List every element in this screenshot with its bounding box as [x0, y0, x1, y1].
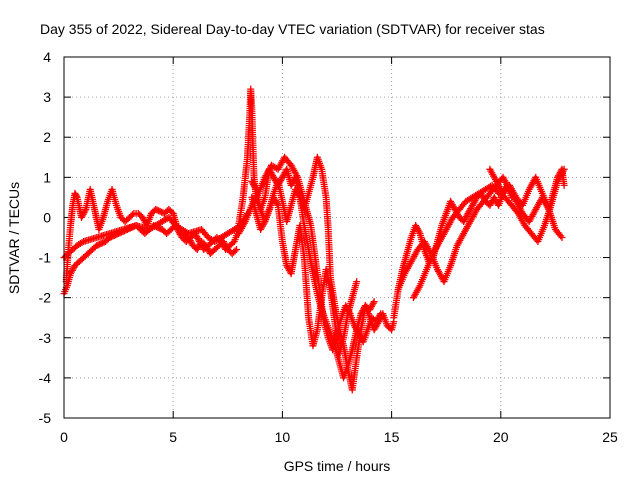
- data-point: [295, 192, 303, 200]
- x-tick-labels: 0 5 10 15 20 25: [60, 429, 618, 445]
- y-tick-label: 3: [43, 89, 51, 105]
- data-point: [251, 184, 259, 192]
- data-point: [231, 247, 239, 255]
- series-track-b: [62, 185, 243, 286]
- y-tick-label: 4: [43, 49, 51, 65]
- x-tick-label: 20: [493, 429, 509, 445]
- y-tick-label: 1: [43, 169, 51, 185]
- series-track-g: [248, 177, 378, 382]
- data-point: [233, 246, 241, 254]
- data-point: [415, 228, 423, 236]
- data-point: [557, 232, 565, 240]
- y-tick-labels: -5 -4 -3 -2 -1 0 1 2 3 4: [39, 49, 52, 426]
- y-tick-label: -4: [39, 370, 52, 386]
- data-point: [370, 298, 378, 306]
- x-axis-label: GPS time / hours: [284, 458, 391, 474]
- data-points: [60, 85, 568, 394]
- data-point: [72, 192, 80, 200]
- series-track-j: [409, 165, 568, 302]
- data-point: [560, 181, 568, 189]
- y-tick-label: -5: [39, 410, 52, 426]
- series-track-c: [60, 221, 241, 298]
- x-tick-label: 25: [602, 429, 618, 445]
- y-tick-label: -2: [39, 290, 52, 306]
- data-point: [128, 211, 136, 219]
- x-tick-label: 5: [169, 429, 177, 445]
- data-point: [369, 299, 377, 307]
- data-point: [376, 311, 384, 319]
- y-tick-label: 0: [43, 209, 51, 225]
- data-point: [78, 239, 86, 247]
- data-point: [81, 207, 89, 215]
- data-point: [558, 234, 566, 241]
- data-point: [377, 310, 385, 318]
- y-axis-label: SDTVAR / TECUs: [6, 182, 22, 294]
- y-tick-label: 2: [43, 129, 51, 145]
- x-tick-label: 0: [60, 429, 68, 445]
- x-tick-label: 15: [384, 429, 400, 445]
- series-track-k: [486, 165, 568, 213]
- x-tick-label: 10: [275, 429, 291, 445]
- y-tick-label: -1: [39, 250, 52, 266]
- data-point: [353, 278, 361, 286]
- plot-frame: [63, 56, 611, 419]
- y-tick-label: -3: [39, 330, 52, 346]
- chart-title: Day 355 of 2022, Sidereal Day-to-day VTE…: [40, 21, 545, 37]
- series-track-d: [235, 85, 398, 394]
